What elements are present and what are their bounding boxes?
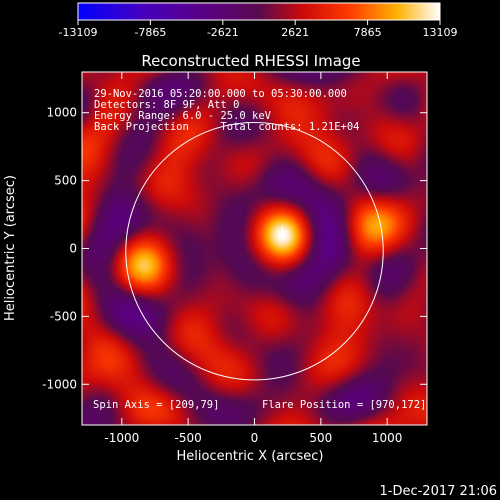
info-line-detectors: Detectors: 8F 9F, Att 0 (94, 99, 239, 111)
info-line-time: 29-Nov-2016 05:20:00.000 to 05:30:00.000 (94, 88, 347, 100)
colorbar-ticks: -13109 -7865 -2621 2621 7865 13109 (59, 20, 458, 39)
x-tick-label: 500 (309, 431, 332, 445)
colorbar-tick-label: 2621 (281, 26, 309, 39)
y-tick-label: -500 (50, 309, 77, 323)
x-tick-label: 0 (251, 431, 259, 445)
y-tick-label: 500 (54, 174, 77, 188)
plot-area: 29-Nov-2016 05:20:00.000 to 05:30:00.000… (81, 71, 428, 426)
y-tick-label: -1000 (42, 377, 77, 391)
colorbar: -13109 -7865 -2621 2621 7865 13109 (59, 2, 458, 39)
axis-ticks (82, 72, 427, 425)
y-tick-label: 0 (69, 242, 77, 256)
colorbar-tick-label: -13109 (59, 26, 98, 39)
colorbar-tick-label: -2621 (207, 26, 239, 39)
y-tick-label: 1000 (46, 106, 77, 120)
flare-position-label: Flare Position = [970,172] (262, 399, 426, 411)
y-axis-label: Heliocentric Y (arcsec) (3, 175, 18, 321)
chart-title: Reconstructed RHESSI Image (141, 52, 360, 70)
spin-axis-label: Spin Axis = [209,79] (93, 399, 219, 411)
solar-limb-circle (125, 122, 384, 381)
x-tick-labels: -1000 -500 0 500 1000 (104, 431, 402, 445)
x-axis-label: Heliocentric X (arcsec) (177, 449, 324, 464)
position-marker (277, 225, 288, 236)
footer-date: 1-Dec-2017 21:06 (380, 484, 498, 499)
info-line-energy: Energy Range: 6.0 - 25.0 keV (94, 110, 272, 122)
colorbar-gradient (77, 2, 441, 21)
x-tick-label: -1000 (104, 431, 139, 445)
x-tick-label: 1000 (372, 431, 403, 445)
colorbar-tick-label: 7865 (354, 26, 382, 39)
colorbar-tick-label: 13109 (423, 26, 458, 39)
y-tick-labels: 1000 500 0 -500 -1000 (42, 106, 77, 392)
x-tick-label: -500 (175, 431, 202, 445)
colorbar-tick-label: -7865 (134, 26, 166, 39)
info-line-method: Back Projection Total counts: 1.21E+04 (94, 121, 360, 133)
heatmap-image (82, 72, 427, 425)
